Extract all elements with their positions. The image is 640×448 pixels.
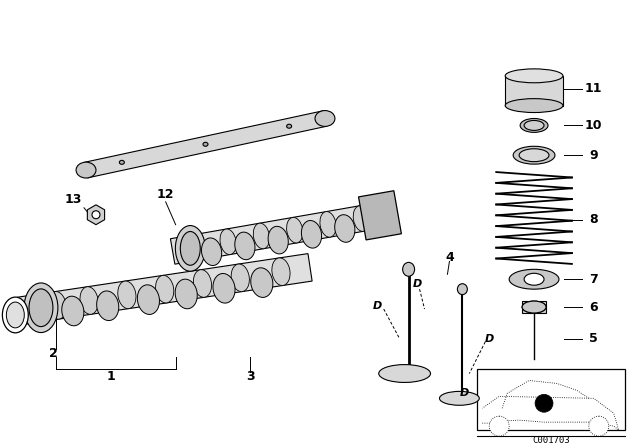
Ellipse shape bbox=[301, 220, 322, 248]
Text: D: D bbox=[460, 388, 469, 398]
Text: 13: 13 bbox=[65, 194, 82, 207]
Polygon shape bbox=[84, 111, 326, 178]
Text: C001703: C001703 bbox=[532, 436, 570, 445]
Circle shape bbox=[535, 394, 553, 412]
Ellipse shape bbox=[231, 264, 250, 292]
Ellipse shape bbox=[62, 296, 84, 326]
Ellipse shape bbox=[251, 268, 273, 297]
Ellipse shape bbox=[287, 124, 292, 128]
Ellipse shape bbox=[522, 301, 546, 313]
Ellipse shape bbox=[187, 235, 203, 260]
Ellipse shape bbox=[320, 211, 336, 237]
Text: 9: 9 bbox=[589, 149, 598, 162]
Ellipse shape bbox=[138, 285, 159, 314]
Text: 5: 5 bbox=[589, 332, 598, 345]
Text: D: D bbox=[373, 301, 382, 311]
Ellipse shape bbox=[524, 273, 544, 285]
Text: 10: 10 bbox=[585, 119, 602, 132]
Ellipse shape bbox=[335, 215, 355, 242]
Ellipse shape bbox=[505, 69, 563, 83]
Ellipse shape bbox=[92, 211, 100, 219]
Text: D: D bbox=[413, 279, 422, 289]
Ellipse shape bbox=[458, 284, 467, 295]
Text: 12: 12 bbox=[157, 189, 175, 202]
Ellipse shape bbox=[76, 162, 96, 178]
Text: 11: 11 bbox=[585, 82, 602, 95]
Bar bbox=[505, 76, 563, 106]
Text: 7: 7 bbox=[589, 273, 598, 286]
Ellipse shape bbox=[379, 365, 431, 383]
Ellipse shape bbox=[180, 232, 200, 265]
Ellipse shape bbox=[3, 297, 28, 333]
Ellipse shape bbox=[520, 118, 548, 132]
Polygon shape bbox=[17, 254, 312, 325]
Ellipse shape bbox=[505, 99, 563, 112]
Ellipse shape bbox=[193, 270, 212, 297]
Ellipse shape bbox=[315, 111, 335, 126]
Ellipse shape bbox=[29, 289, 53, 327]
Bar bbox=[522, 301, 546, 313]
Polygon shape bbox=[358, 191, 401, 240]
Ellipse shape bbox=[6, 302, 24, 328]
Bar bbox=[477, 369, 625, 430]
Text: 3: 3 bbox=[246, 370, 255, 383]
Ellipse shape bbox=[268, 226, 288, 254]
Ellipse shape bbox=[287, 217, 303, 243]
Text: 2: 2 bbox=[49, 347, 58, 360]
Ellipse shape bbox=[519, 149, 549, 162]
Ellipse shape bbox=[175, 279, 197, 309]
Ellipse shape bbox=[353, 206, 369, 231]
Ellipse shape bbox=[202, 238, 221, 266]
Ellipse shape bbox=[156, 276, 174, 303]
Ellipse shape bbox=[272, 258, 290, 285]
Ellipse shape bbox=[235, 232, 255, 260]
Ellipse shape bbox=[120, 160, 124, 164]
Text: D: D bbox=[484, 334, 494, 344]
Text: 1: 1 bbox=[106, 370, 115, 383]
Ellipse shape bbox=[220, 229, 236, 254]
Ellipse shape bbox=[203, 142, 208, 146]
Ellipse shape bbox=[175, 225, 205, 271]
Ellipse shape bbox=[509, 269, 559, 289]
Ellipse shape bbox=[253, 223, 269, 249]
Ellipse shape bbox=[440, 392, 479, 405]
Ellipse shape bbox=[48, 292, 66, 319]
Polygon shape bbox=[170, 200, 397, 264]
Ellipse shape bbox=[80, 287, 98, 314]
Ellipse shape bbox=[118, 281, 136, 309]
Text: 6: 6 bbox=[589, 301, 598, 314]
Ellipse shape bbox=[97, 291, 119, 321]
Circle shape bbox=[589, 416, 609, 436]
Ellipse shape bbox=[213, 273, 235, 303]
Ellipse shape bbox=[513, 146, 555, 164]
Text: 8: 8 bbox=[589, 213, 598, 226]
Ellipse shape bbox=[522, 301, 546, 313]
Text: 4: 4 bbox=[445, 251, 454, 264]
Ellipse shape bbox=[24, 283, 58, 332]
Ellipse shape bbox=[403, 263, 415, 276]
Circle shape bbox=[489, 416, 509, 436]
Ellipse shape bbox=[524, 121, 544, 130]
